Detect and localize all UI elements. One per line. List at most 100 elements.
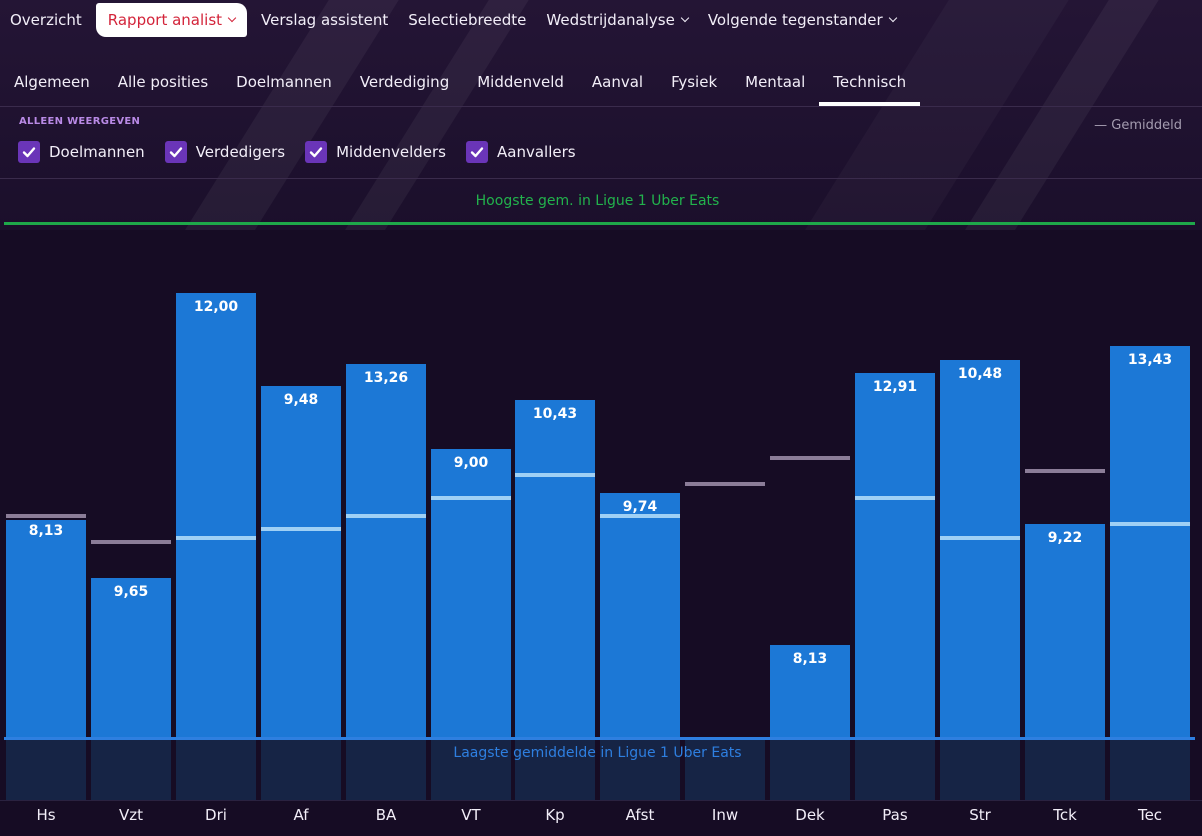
filter-checkbox-middenvelders[interactable]: Middenvelders	[305, 141, 446, 163]
lowest-zone	[6, 738, 86, 800]
x-tick-label: Str	[969, 806, 991, 824]
x-tick-label: Afst	[625, 806, 655, 824]
average-marker	[91, 540, 171, 545]
filter-checkbox-label: Aanvallers	[497, 143, 576, 161]
nav-item-verslag-assistent[interactable]: Verslag assistent	[251, 3, 398, 37]
bar[interactable]	[346, 364, 426, 738]
lowest-zone	[1110, 738, 1190, 800]
filter-heading: ALLEEN WEERGEVEN	[19, 116, 141, 127]
lowest-zone	[855, 738, 935, 800]
tab-middenveld[interactable]: Middenveld	[477, 73, 564, 91]
bar-value-label: 9,00	[453, 454, 489, 471]
average-marker	[855, 495, 935, 500]
tab-aanval[interactable]: Aanval	[591, 73, 644, 91]
tab-verdediging[interactable]: Verdediging	[359, 73, 450, 91]
nav-item-label: Rapport analist	[107, 11, 223, 29]
filter-checkbox-label: Verdedigers	[195, 143, 286, 161]
highest-average-line	[4, 222, 1195, 225]
chevron-down-icon	[888, 13, 897, 23]
bar[interactable]	[6, 519, 86, 738]
bar-value-label: 8,13	[28, 522, 64, 539]
highest-average-label: Hoogste gem. in Ligue 1 Uber Eats	[475, 193, 720, 209]
average-marker	[431, 495, 511, 500]
lowest-zone	[431, 738, 511, 800]
bar-value-label: 9,48	[283, 392, 319, 409]
lowest-zone	[346, 738, 426, 800]
lowest-zone	[940, 738, 1020, 800]
bar[interactable]	[431, 448, 511, 738]
lowest-zone	[176, 738, 256, 800]
nav-item-label: Verslag assistent	[261, 11, 389, 29]
nav-item-volgende-tegenstander[interactable]: Volgende tegenstander	[698, 3, 906, 37]
bar[interactable]	[91, 577, 171, 738]
lowest-average-line	[4, 737, 1195, 740]
average-legend: — Gemiddeld	[1094, 118, 1182, 133]
average-marker	[176, 535, 256, 540]
bar[interactable]	[855, 373, 935, 738]
bar-value-label: 9,74	[622, 499, 658, 516]
lowest-zone	[685, 738, 765, 800]
bar[interactable]	[770, 644, 850, 738]
x-tick-label: VT	[461, 806, 481, 824]
bar[interactable]	[1110, 346, 1190, 738]
lowest-zone	[1025, 738, 1105, 800]
tab-doelmannen[interactable]: Doelmannen	[236, 73, 332, 91]
tab-technisch[interactable]: Technisch	[819, 66, 920, 106]
average-marker	[940, 535, 1020, 540]
x-tick-label: Tck	[1053, 806, 1077, 824]
average-marker	[685, 482, 765, 487]
chevron-down-icon	[680, 13, 690, 23]
lowest-zone	[770, 738, 850, 800]
checkmark-icon	[466, 141, 488, 163]
x-tick-label: Inw	[711, 806, 739, 824]
x-tick-label: Af	[293, 806, 309, 824]
filter-checkbox-label: Middenvelders	[336, 143, 446, 161]
nav-item-selectiebreedte[interactable]: Selectiebreedte	[398, 3, 536, 37]
lowest-average-label: Laagste gemiddelde in Ligue 1 Uber Eats	[453, 745, 742, 761]
x-tick-label: Hs	[36, 806, 56, 824]
tab-mentaal[interactable]: Mentaal	[745, 73, 806, 91]
bar[interactable]	[1025, 524, 1105, 738]
average-marker	[261, 526, 341, 531]
top-navigation: Overzicht Rapport analist Verslag assisten…	[0, 0, 1202, 40]
bar-value-label: 10,43	[532, 405, 578, 422]
x-tick-label: Dri	[205, 806, 227, 824]
tab-fysiek[interactable]: Fysiek	[671, 73, 718, 91]
filter-checkbox-verdedigers[interactable]: Verdedigers	[164, 141, 286, 163]
average-marker	[1110, 522, 1190, 527]
nav-item-label: Wedstrijdanalyse	[546, 11, 675, 29]
bar[interactable]	[600, 493, 680, 738]
checkmark-icon	[305, 141, 328, 163]
x-tick-label: BA	[375, 806, 397, 824]
filter-checkbox-doelmannen[interactable]: Doelmannen	[18, 141, 145, 163]
average-marker	[600, 513, 680, 518]
checkmark-icon	[164, 141, 187, 163]
lowest-zone	[91, 738, 171, 800]
header-background	[0, 0, 1202, 230]
bar-value-label: 10,48	[957, 365, 1003, 382]
bar[interactable]	[176, 293, 256, 738]
tab-alle-posities[interactable]: Alle posities	[117, 73, 209, 91]
nav-item-rapport-analist[interactable]: Rapport analist	[95, 3, 248, 37]
average-marker	[1025, 469, 1105, 473]
x-tick-label: Dek	[795, 806, 825, 824]
bar[interactable]	[515, 399, 595, 738]
x-tick-label: Pas	[882, 806, 908, 824]
x-tick-label: Vzt	[118, 806, 144, 824]
nav-item-label: Selectiebreedte	[408, 11, 527, 29]
bar-value-label: 9,65	[113, 583, 149, 600]
filter-checkbox-aanvallers[interactable]: Aanvallers	[466, 141, 576, 163]
tab-algemeen[interactable]: Algemeen	[14, 73, 90, 91]
bar-value-label: 13,26	[363, 370, 409, 387]
lowest-zone	[600, 738, 680, 800]
bar[interactable]	[261, 386, 341, 738]
bar[interactable]	[940, 359, 1020, 738]
position-filters: Doelmannen Verdedigers Middenvelders Aanval…	[18, 141, 596, 163]
nav-item-label: Volgende tegenstander	[707, 11, 883, 29]
nav-item-overzicht[interactable]: Overzicht	[0, 3, 92, 37]
nav-item-label: Overzicht	[10, 11, 82, 29]
divider	[0, 106, 1202, 107]
nav-item-wedstrijdanalyse[interactable]: Wedstrijdanalyse	[536, 3, 697, 37]
average-marker	[515, 473, 595, 478]
